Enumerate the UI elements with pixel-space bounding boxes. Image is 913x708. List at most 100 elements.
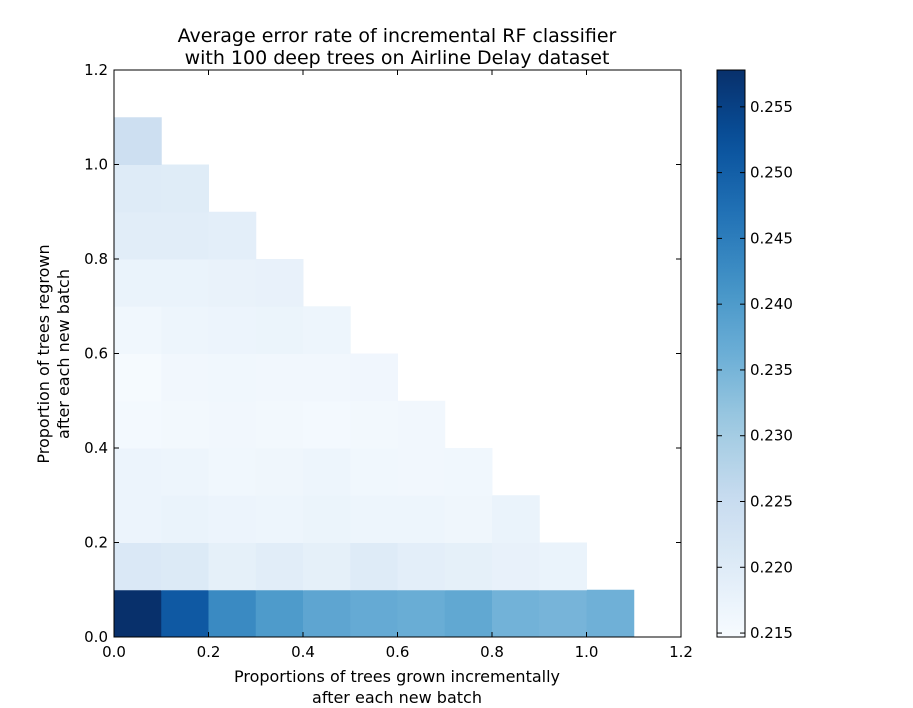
heatmap-cell-r5-c1 [161, 353, 209, 402]
x-axis-label-line-2: after each new batch [312, 688, 482, 707]
y-axis-label-line-2: after each new batch [54, 269, 73, 439]
heatmap-cell-r2-c3 [255, 495, 304, 543]
x-tick-label-2: 0.4 [291, 643, 315, 661]
y-tick-label-4: 0.8 [84, 250, 108, 268]
heatmap-cell-r2-c0 [114, 495, 162, 543]
heatmap-cell-r0-c2 [208, 589, 257, 638]
heatmap-cell-r8-c1 [161, 211, 209, 260]
heatmap-cell-r0-c9 [539, 589, 587, 638]
heatmap-cell-r2-c5 [350, 495, 398, 543]
colorbar-tick-label-0: 0.215 [750, 624, 793, 642]
heatmap-cell-r6-c4 [303, 306, 351, 354]
heatmap-cell-r3-c4 [303, 448, 351, 496]
heatmap-cell-r4-c5 [350, 400, 398, 449]
heatmap-cell-r9-c1 [161, 164, 209, 213]
x-tick-label-0: 0.0 [102, 643, 126, 661]
heatmap-cell-r0-c8 [492, 589, 540, 638]
heatmap-cell-r7-c2 [208, 259, 257, 307]
colorbar-tick-label-3: 0.230 [750, 427, 793, 445]
heatmap-cell-r3-c5 [350, 448, 398, 496]
y-tick-label-1: 0.2 [84, 534, 108, 552]
heatmap-cell-r0-c0 [114, 589, 162, 638]
y-tick-label-3: 0.6 [84, 345, 108, 363]
heatmap-cell-r1-c9 [539, 542, 587, 591]
heatmap-cell-r1-c2 [208, 542, 257, 591]
heatmap-cell-r1-c4 [303, 542, 351, 591]
heatmap-cell-r2-c1 [161, 495, 209, 543]
heatmap-cell-r3-c2 [208, 448, 257, 496]
heatmap-cell-r2-c4 [303, 495, 351, 543]
heatmap-cell-r4-c0 [114, 400, 162, 449]
heatmap-cell-r3-c6 [397, 448, 446, 496]
colorbar-tick-label-5: 0.240 [750, 295, 793, 313]
heatmap-cell-r3-c1 [161, 448, 209, 496]
y-tick-label-5: 1.0 [84, 156, 108, 174]
axis-ticks: 0.0 0.2 0.4 0.6 0.8 1.0 1.2 0.0 0.2 0.4 0.6 0.8 1.0 1… [84, 61, 693, 661]
heatmap-cell-r2-c2 [208, 495, 257, 543]
x-tick-label-4: 0.8 [480, 643, 504, 661]
heatmap-cell-r8-c0 [114, 211, 162, 260]
y-axis-label: Proportion of trees regrown after each n… [34, 244, 73, 463]
heatmap-cell-r1-c0 [114, 542, 162, 591]
heatmap-cell-r1-c3 [255, 542, 304, 591]
colorbar-tick-label-4: 0.235 [750, 361, 793, 379]
heatmap-cell-r0-c3 [255, 589, 304, 638]
heatmap-cell-r7-c0 [114, 259, 162, 307]
heatmap-cell-r3-c0 [114, 448, 162, 496]
colorbar-ticks: 0.215 0.220 0.225 0.230 0.235 0.240 0.245 0.250… [717, 98, 793, 642]
heatmap-cell-r6-c0 [114, 306, 162, 354]
heatmap-cell-r9-c0 [114, 164, 162, 213]
heatmap-cell-r5-c4 [303, 353, 351, 402]
heatmap-cell-r5-c5 [350, 353, 398, 402]
colorbar-tick-label-1: 0.220 [750, 558, 793, 576]
x-tick-label-1: 0.2 [197, 643, 221, 661]
heatmap-cell-r6-c1 [161, 306, 209, 354]
x-axis-label-line-1: Proportions of trees grown incrementally [234, 667, 560, 686]
chart-title-line-1: Average error rate of incremental RF cla… [178, 25, 617, 47]
heatmap-cell-r5-c2 [208, 353, 257, 402]
heatmap-cell-r5-c3 [255, 353, 304, 402]
heatmap-cell-r6-c2 [208, 306, 257, 354]
x-tick-label-3: 0.6 [386, 643, 410, 661]
chart-title-line-2: with 100 deep trees on Airline Delay dat… [185, 47, 610, 69]
x-tick-label-5: 1.0 [575, 643, 599, 661]
y-axis-label-line-1: Proportion of trees regrown [34, 244, 53, 463]
heatmap-cell-r1-c1 [161, 542, 209, 591]
colorbar-tick-label-7: 0.250 [750, 164, 793, 182]
heatmap-cell-r8-c2 [208, 211, 257, 260]
heatmap-cell-r5-c0 [114, 353, 162, 402]
heatmap-cell-r10-c0 [114, 117, 162, 165]
heatmap-cell-r6-c3 [255, 306, 304, 354]
heatmap-cell-r7-c1 [161, 259, 209, 307]
colorbar-tick-label-6: 0.245 [750, 229, 793, 247]
heatmap-cell-r4-c1 [161, 400, 209, 449]
heatmap-cell-r3-c3 [255, 448, 304, 496]
heatmap-cell-r1-c6 [397, 542, 446, 591]
x-tick-label-6: 1.2 [669, 643, 693, 661]
heatmap-cell-r2-c8 [492, 495, 540, 543]
heatmap-cell-r4-c2 [208, 400, 257, 449]
heatmap-cell-r3-c7 [444, 448, 493, 496]
y-tick-label-6: 1.2 [84, 61, 108, 79]
colorbar-tick-label-2: 0.225 [750, 492, 793, 510]
heatmap-cell-r2-c7 [444, 495, 493, 543]
heatmap-cell-r0-c1 [161, 589, 209, 638]
colorbar-tick-label-8: 0.255 [750, 98, 793, 116]
heatmap-cell-r4-c6 [397, 400, 446, 449]
heatmap-cell-r0-c4 [303, 589, 351, 638]
y-tick-label-2: 0.4 [84, 439, 108, 457]
heatmap-cell-r0-c5 [350, 589, 398, 638]
heatmap-cell-r1-c7 [444, 542, 493, 591]
heatmap-cell-r1-c5 [350, 542, 398, 591]
heatmap-cell-r4-c3 [255, 400, 304, 449]
y-tick-label-0: 0.0 [84, 628, 108, 646]
heatmap-cell-r1-c8 [492, 542, 540, 591]
heatmap-cell-r0-c6 [397, 589, 446, 638]
heatmap-cell-r0-c10 [586, 589, 635, 638]
heatmap-cell-r4-c4 [303, 400, 351, 449]
heatmap-cell-r0-c7 [444, 589, 493, 638]
heatmap-cell-r7-c3 [255, 259, 304, 307]
colorbar [716, 69, 746, 638]
heatmap-cells [114, 117, 635, 638]
